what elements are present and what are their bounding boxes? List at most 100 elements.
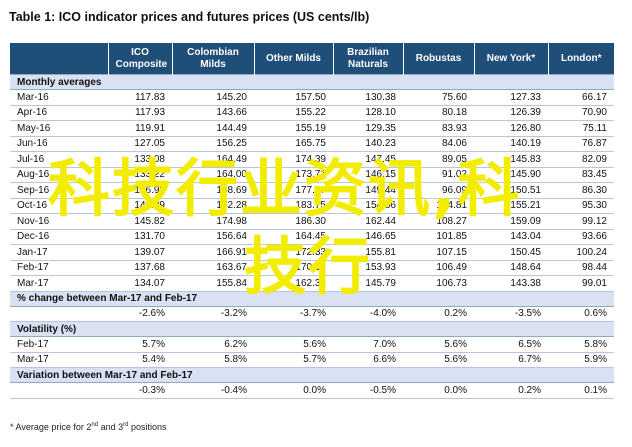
table-cell: 0.2% <box>474 382 548 399</box>
table-cell: 170.17 <box>254 260 333 276</box>
price-table: ICO Composite Colombian Milds Other Milds Bra… <box>10 43 614 399</box>
table-cell: 183.75 <box>254 198 333 214</box>
table-cell: 107.15 <box>403 244 474 261</box>
table-cell: 106.73 <box>403 275 474 292</box>
table-cell: 155.19 <box>254 120 333 137</box>
table-cell: 93.66 <box>548 229 614 245</box>
table-cell: 156.64 <box>172 229 254 245</box>
column-header: Brazilian Naturals <box>332 43 403 75</box>
table-row: Nov-16 145.82 174.98 186.30 162.44 108.27 159.… <box>10 213 614 230</box>
table-row: Dec-16 131.70 156.64 164.45 146.65 101.85 143.… <box>10 229 614 245</box>
table-cell: 164.49 <box>172 151 254 168</box>
table-cell: 155.21 <box>474 198 548 214</box>
table-cell: 86.30 <box>548 182 614 199</box>
table-cell: 127.05 <box>108 136 172 152</box>
table-cell: 75.60 <box>403 89 474 106</box>
table-cell: 127.33 <box>474 89 548 106</box>
table-cell: 163.67 <box>172 260 254 276</box>
table-cell: 174.39 <box>254 151 333 168</box>
table-row: Feb-17 5.7% 6.2% 5.6% 7.0% 5.6% 6.5% 5.8% <box>10 336 614 353</box>
table-cell: 5.6% <box>254 336 333 353</box>
table-cell: 165.75 <box>254 136 333 152</box>
table-title: Table 1: ICO indicator prices and future… <box>9 10 370 24</box>
table-cell: 70.90 <box>548 105 614 121</box>
row-label: Feb-17 <box>10 260 108 276</box>
table-cell: 153.93 <box>333 260 403 276</box>
table-cell: 136.93 <box>108 182 172 199</box>
table-cell: 159.09 <box>474 213 548 230</box>
table-cell: 99.12 <box>548 213 614 230</box>
table-cell: -0.4% <box>172 382 254 399</box>
table-cell: 83.93 <box>403 120 474 137</box>
table-cell: 108.27 <box>403 213 474 230</box>
table-cell: 5.4% <box>108 352 172 368</box>
table-row: Jul-16 133.08 164.49 174.39 147.45 89.05 145.8… <box>10 151 614 168</box>
section-header-row: Volatility (%) <box>10 321 614 337</box>
table-cell: 7.0% <box>333 336 403 353</box>
table-row: Mar-16 117.83 145.20 157.50 130.38 75.60 127.3… <box>10 89 614 106</box>
footnote-text: positions <box>128 422 167 432</box>
table-cell: 141.29 <box>108 198 172 214</box>
section-label: Monthly averages <box>10 74 614 90</box>
row-label: Oct-16 <box>10 198 108 214</box>
table-row: -2.6% -3.2% -3.7% -4.0% 0.2% -3.5% 0.6% <box>10 306 614 322</box>
column-header-row: ICO Composite Colombian Milds Other Milds Bra… <box>10 43 614 75</box>
table-cell: 66.17 <box>548 89 614 106</box>
row-label: Dec-16 <box>10 229 108 245</box>
table-row: Apr-16 117.93 143.66 155.22 128.10 80.18 126.3… <box>10 105 614 121</box>
table-row: Aug-16 133.22 164.00 173.71 146.15 91.02 145.9… <box>10 167 614 183</box>
section-header-row: Variation between Mar-17 and Feb-17 <box>10 367 614 383</box>
table-cell: 106.49 <box>403 260 474 276</box>
row-label <box>10 306 108 322</box>
table-cell: 91.02 <box>403 167 474 183</box>
table-cell: 117.83 <box>108 89 172 106</box>
table-row: Jun-16 127.05 156.25 165.75 140.23 84.06 140.1… <box>10 136 614 152</box>
table-cell: 147.45 <box>333 151 403 168</box>
section-header-row: % change between Mar-17 and Feb-17 <box>10 290 614 307</box>
table-cell: 162.44 <box>333 213 403 230</box>
footnote-superscript: nd <box>91 422 99 428</box>
table-cell: 129.35 <box>333 120 403 137</box>
table-cell: 172.28 <box>172 198 254 214</box>
table-cell: 155.84 <box>172 275 254 292</box>
table-cell: 128.10 <box>333 105 403 121</box>
table-cell: 174.98 <box>172 213 254 230</box>
table-cell: 166.91 <box>172 244 254 261</box>
table-cell: 101.85 <box>403 229 474 245</box>
column-header-blank <box>10 43 108 75</box>
table-cell: 146.65 <box>333 229 403 245</box>
table-cell: 131.70 <box>108 229 172 245</box>
table-cell: 172.33 <box>254 244 333 261</box>
table-cell: 145.82 <box>108 213 172 230</box>
table-cell: 6.2% <box>172 336 254 353</box>
table-cell: 162.38 <box>254 275 333 292</box>
row-label: Jan-17 <box>10 244 108 261</box>
table-cell: -3.5% <box>474 306 548 322</box>
row-label: Apr-16 <box>10 105 108 121</box>
table-cell: 186.30 <box>254 213 333 230</box>
table-cell: 117.93 <box>108 105 172 121</box>
table-cell: 5.8% <box>172 352 254 368</box>
row-label: May-16 <box>10 120 108 137</box>
table-cell: 150.45 <box>474 244 548 261</box>
table-cell: 155.22 <box>254 105 333 121</box>
column-header: ICO Composite <box>107 43 172 75</box>
row-label: Aug-16 <box>10 167 108 183</box>
table-cell: 6.5% <box>474 336 548 353</box>
row-label: Sep-16 <box>10 182 108 199</box>
table-cell: 126.39 <box>474 105 548 121</box>
row-label: Feb-17 <box>10 336 108 353</box>
table-cell: 99.01 <box>548 275 614 292</box>
table-cell: 177.77 <box>254 182 333 199</box>
table-cell: 140.19 <box>474 136 548 152</box>
table-cell: 133.08 <box>108 151 172 168</box>
table-cell: 0.0% <box>254 382 333 399</box>
table-cell: 143.38 <box>474 275 548 292</box>
section-header-row: Monthly averages <box>10 74 614 90</box>
table-row: Jan-17 139.07 166.91 172.33 155.81 107.15 150.… <box>10 244 614 261</box>
table-cell: 133.22 <box>108 167 172 183</box>
table-cell: 148.64 <box>474 260 548 276</box>
table-cell: 84.06 <box>403 136 474 152</box>
table-cell: -0.3% <box>108 382 172 399</box>
table-cell: 80.18 <box>403 105 474 121</box>
